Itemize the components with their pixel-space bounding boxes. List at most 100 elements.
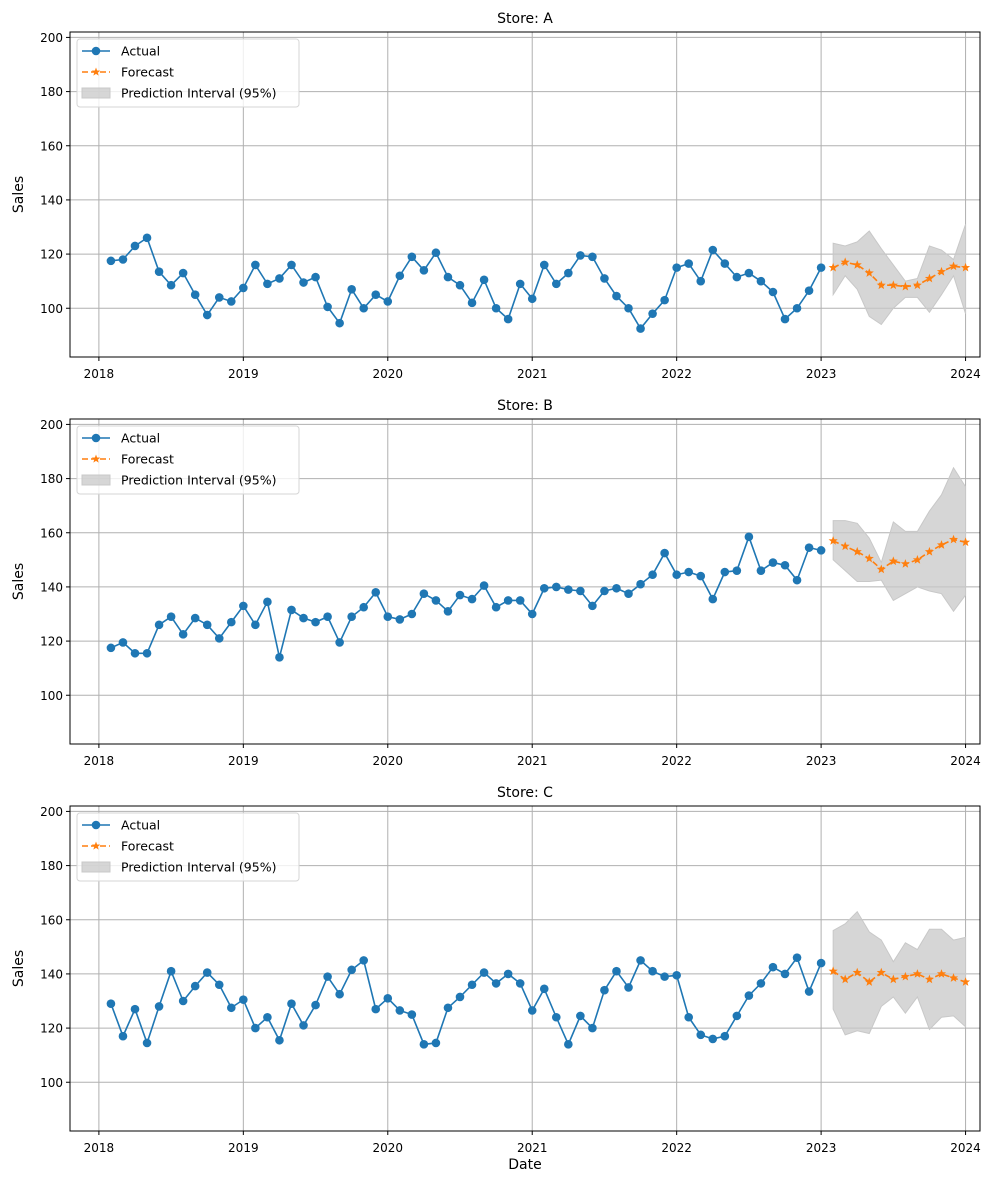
actual-point [443,606,453,616]
actual-point [539,984,549,994]
actual-point [395,271,405,281]
forecast-point [960,537,971,547]
actual-point [467,594,477,604]
actual-point [118,638,128,647]
actual-point [299,278,308,287]
actual-point [612,966,621,976]
actual-point [226,1003,236,1013]
actual-point [130,1004,140,1014]
forecast-point [936,969,947,978]
chart-title: Store: A [497,11,553,27]
actual-point [431,1038,441,1048]
y-tick-label: 200 [40,31,63,45]
legend: Actual Forecast Prediction Interval (95%) [76,38,300,108]
actual-point [780,969,790,979]
actual-point [335,989,344,999]
actual-point [443,272,453,282]
forecast-point [828,536,838,545]
actual-point [371,290,381,300]
legend: Actual Forecast Prediction Interval (95%) [76,812,300,882]
actual-point [696,1030,706,1040]
actual-point [455,280,465,290]
actual-point [660,295,669,305]
actual-point [588,252,597,262]
y-tick-label: 180 [40,85,63,99]
axes-frame [69,31,981,358]
forecast-point [876,967,886,977]
legend-frame [76,38,300,108]
actual-point [431,596,441,605]
actual-point [503,596,513,605]
actual-point [178,996,188,1006]
actual-point [660,548,669,558]
prediction-interval-band [832,224,967,326]
actual-point [720,1031,730,1041]
actual-point [684,259,694,268]
actual-point [564,585,573,594]
actual-point [527,1006,537,1015]
actual-point [166,966,176,976]
actual-point [576,251,585,260]
x-axis-label: Date [508,1157,541,1173]
forecast-point [876,564,886,574]
actual-point [130,648,140,658]
actual-point [106,999,116,1009]
x-tick-label: 2022 [661,367,692,381]
x-tick-label: 2023 [806,367,837,381]
actual-point [804,987,814,996]
actual-point [600,274,609,283]
actual-point [732,566,742,575]
actual-point [672,263,681,272]
x-tick-label: 2019 [228,1141,259,1155]
legend-label: Forecast [121,65,174,80]
x-tick-label: 2018 [84,367,115,381]
actual-point [359,303,369,313]
forecast-point [912,280,922,290]
forecast-point [948,973,959,982]
actual-point [792,953,802,962]
legend-forecast-marker [91,454,101,463]
actual-point [684,567,694,577]
actual-point [275,653,284,662]
actual-point [551,582,561,592]
actual-point [612,583,621,593]
forecast-point [900,559,910,568]
forecast-point [888,974,898,984]
forecast-point [924,974,935,984]
x-tick-label: 2021 [517,367,548,381]
x-tick-label: 2022 [661,754,692,768]
actual-point [636,956,645,965]
actual-point [515,596,525,605]
actual-point [479,275,489,285]
y-tick-label: 200 [40,805,63,819]
actual-point [239,283,248,293]
actual-point [190,613,200,623]
actual-point [672,970,681,980]
y-tick-label: 200 [40,418,63,432]
forecast-point [828,966,838,976]
actual-point [636,579,645,589]
y-tick-label: 160 [40,526,63,540]
y-tick-label: 160 [40,139,63,153]
forecast-point [912,969,922,978]
actual-point [419,1040,429,1049]
actual-point [539,583,549,593]
actual-point [744,532,754,542]
forecast-point [960,977,971,986]
actual-point [335,318,344,328]
x-tick-label: 2019 [228,754,259,768]
actual-point [419,589,429,598]
actual-point [624,589,633,598]
actual-point [708,594,718,604]
actual-point [118,255,128,264]
actual-point [263,597,272,607]
actual-point [479,968,489,977]
forecast-point [936,266,947,276]
legend-actual-marker [91,433,101,443]
y-tick-label: 160 [40,913,63,927]
legend-forecast-marker [91,67,101,76]
forecast-point [864,977,874,986]
actual-point [311,617,320,627]
actual-point [214,293,224,302]
actual-point [648,570,657,580]
